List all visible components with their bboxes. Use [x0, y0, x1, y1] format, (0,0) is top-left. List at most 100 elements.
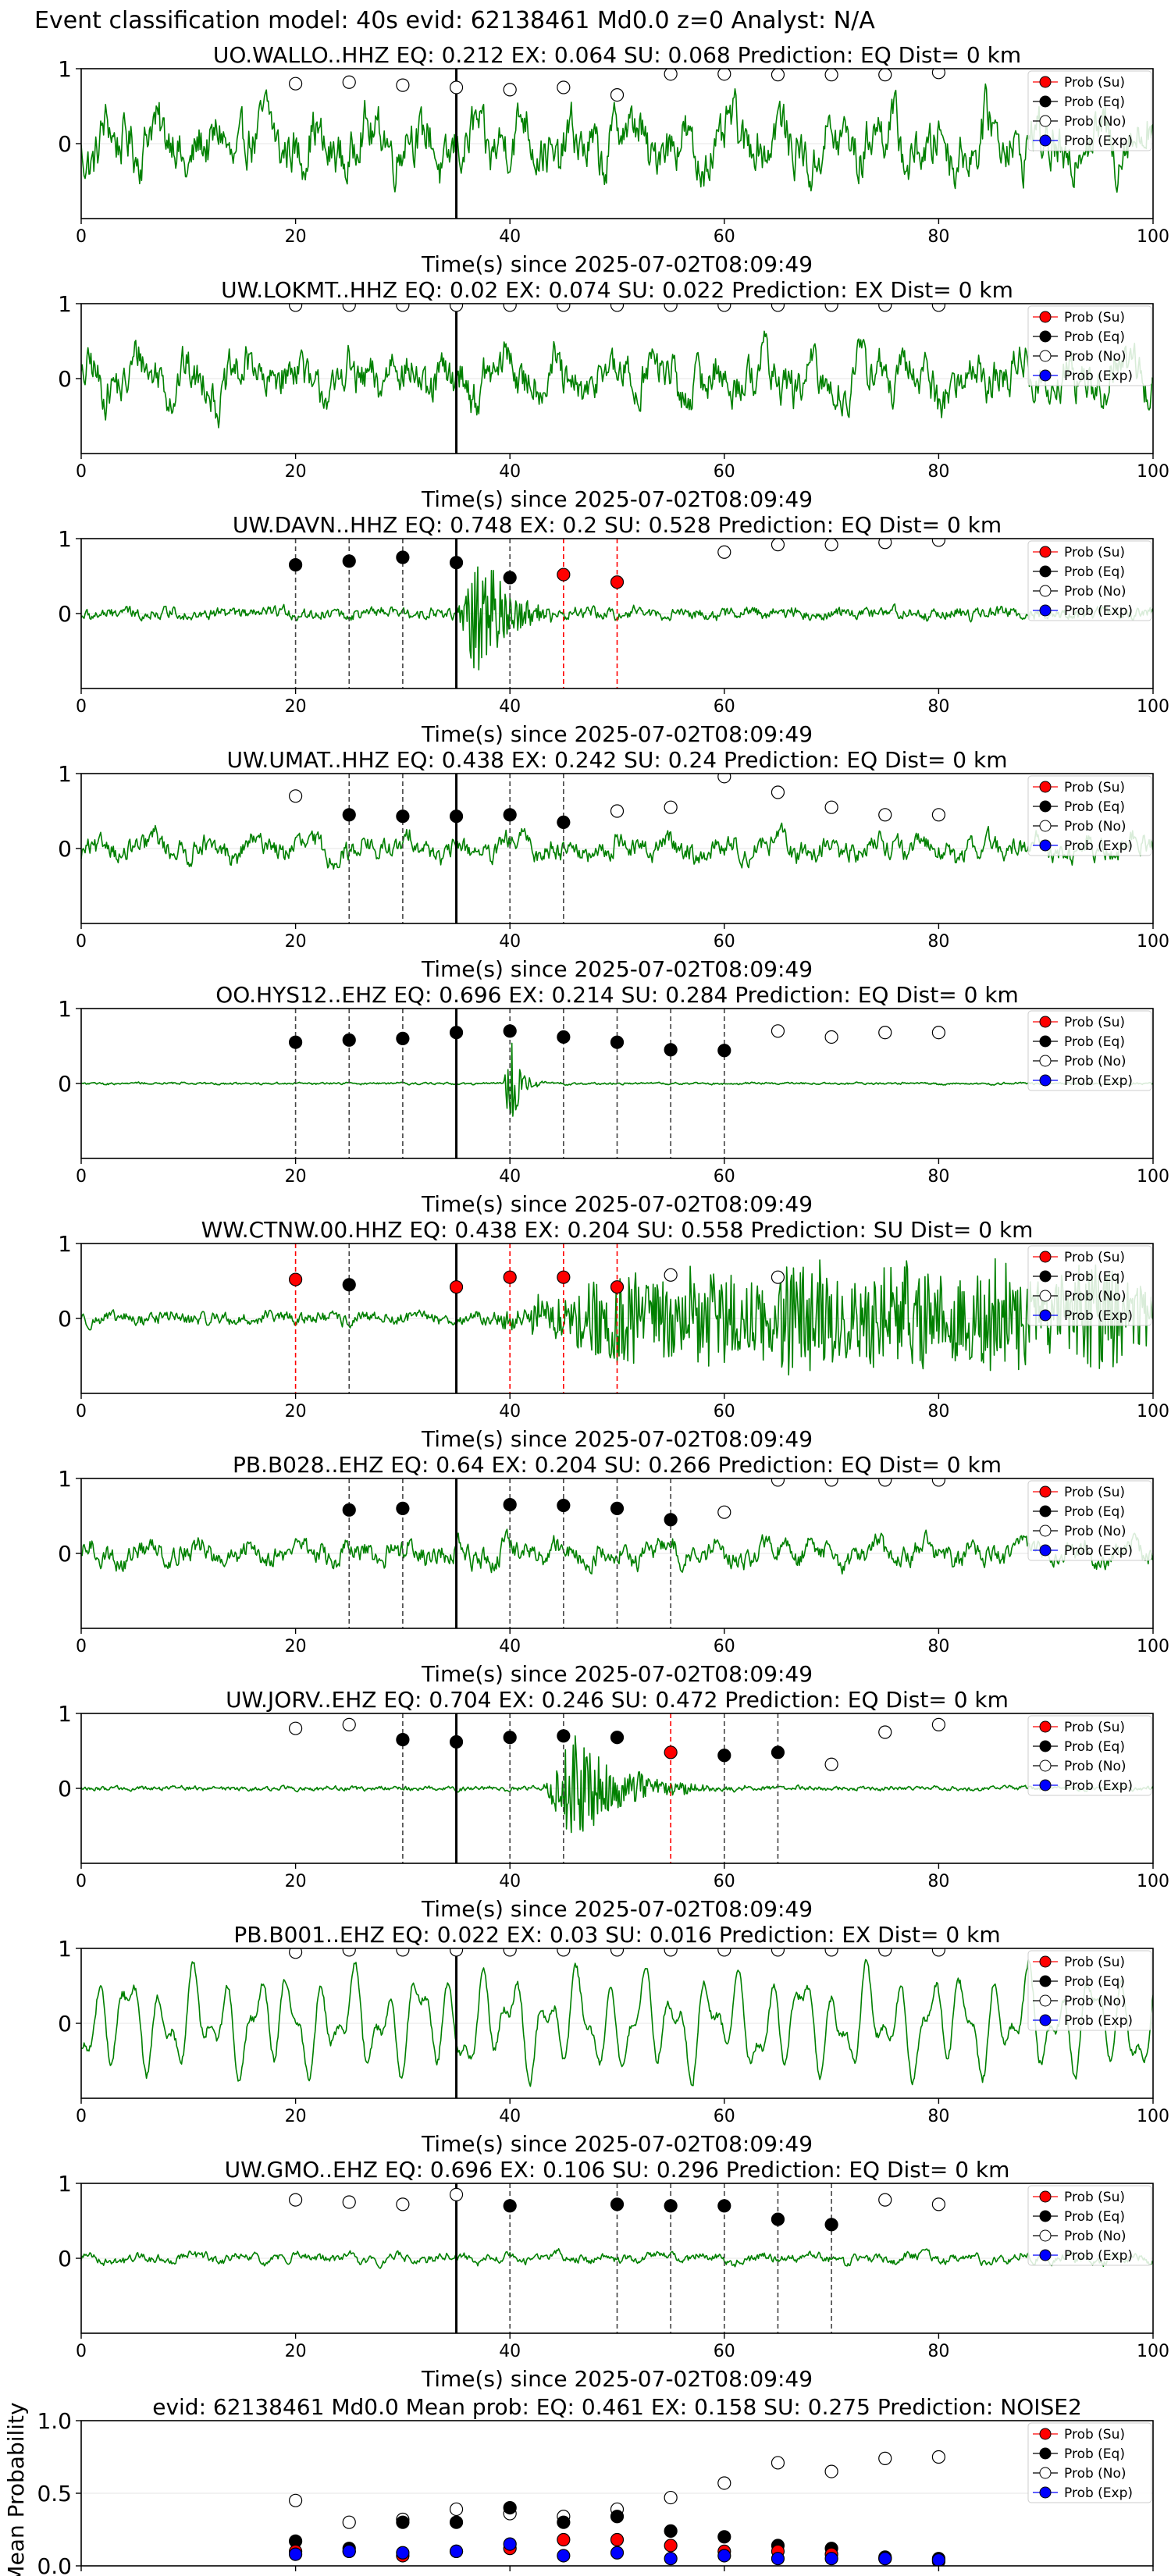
noise-prob-point [449, 80, 464, 94]
eq-prob-point [664, 1043, 678, 1057]
y-tick-label: 1 [58, 1231, 72, 1257]
y-tick-label: 1 [58, 56, 72, 82]
eq-prob-point [342, 554, 356, 568]
legend: Prob (Su) Prob (Eq) Prob (No) Prob (Exp) [1027, 1950, 1152, 2031]
x-axis-label: Time(s) since 2025-07-02T08:09:49 [421, 956, 813, 982]
noise-prob-point [342, 1717, 356, 1731]
legend-label: Prob (No) [1064, 1289, 1127, 1304]
eq-prob-point [610, 1501, 625, 1516]
legend: Prob (Su) Prob (Eq) Prob (No) Prob (Exp) [1027, 70, 1152, 151]
eq-prob-point [449, 556, 464, 570]
noise-prob-point [824, 1948, 838, 1957]
eq-mean-point [449, 2515, 464, 2529]
noise-prob-point [717, 1505, 731, 1519]
legend-swatch-marker [1039, 95, 1052, 108]
x-tick-label: 40 [499, 1402, 521, 1421]
x-tick-label: 100 [1137, 1167, 1169, 1187]
x-tick-label: 20 [285, 1167, 307, 1187]
station-panel: WW.CTNW.00.HHZ EQ: 0.438 EX: 0.204 SU: 0… [58, 1217, 1169, 1452]
x-tick-label: 100 [1137, 1637, 1169, 1656]
x-tick-label: 80 [927, 1872, 949, 1891]
eq-prob-point [396, 1733, 410, 1747]
x-tick-label: 0 [76, 697, 87, 717]
eq-prob-point [396, 1031, 410, 1046]
legend-label: Prob (Su) [1064, 1015, 1125, 1030]
panel-title: PB.B001..EHZ EQ: 0.022 EX: 0.03 SU: 0.01… [233, 1922, 1000, 1948]
legend-label: Prob (Eq) [1064, 1034, 1125, 1050]
noise-prob-point [396, 2197, 410, 2211]
legend-swatch-marker [1039, 546, 1052, 558]
noise-prob-point [824, 69, 838, 82]
legend-label: Prob (Eq) [1064, 1504, 1125, 1520]
legend: Prob (Su) Prob (Eq) Prob (No) Prob (Exp) [1027, 305, 1152, 386]
legend-box [1027, 70, 1152, 151]
noise-mean-point [342, 2515, 356, 2529]
x-axis-label: Time(s) since 2025-07-02T08:09:49 [421, 721, 813, 747]
legend-label: Prob (Su) [1064, 1720, 1125, 1735]
legend-box [1027, 1715, 1152, 1796]
plot-area [81, 539, 1153, 688]
su-prob-point [557, 1270, 571, 1284]
legend-label: Prob (Eq) [1064, 1739, 1125, 1755]
eq-prob-point [342, 1033, 356, 1047]
noise-prob-point [289, 76, 303, 91]
noise-prob-point [771, 304, 785, 312]
x-tick-label: 40 [499, 697, 521, 717]
x-axis-label: Time(s) since 2025-07-02T08:09:49 [421, 1661, 813, 1687]
eq-mean-point [610, 2510, 625, 2524]
eq-prob-point [396, 550, 410, 564]
legend-swatch-marker [1039, 2249, 1052, 2261]
legend-label: Prob (Exp) [1064, 2013, 1133, 2029]
legend-swatch-marker [1039, 1251, 1052, 1263]
legend-swatch-marker [1039, 76, 1052, 88]
x-tick-label: 80 [927, 462, 949, 482]
su-prob-point [610, 1280, 625, 1294]
legend-label: Prob (No) [1064, 1994, 1127, 2009]
noise-mean-point [878, 2451, 892, 2465]
legend-swatch-marker [1039, 1074, 1052, 1087]
eq-prob-point [717, 1044, 731, 1058]
legend-swatch-marker [1039, 1309, 1052, 1322]
eq-mean-point [557, 2515, 571, 2529]
legend: Prob (Su) Prob (Eq) Prob (No) Prob (Exp) [1027, 2185, 1152, 2266]
eq-mean-point [664, 2524, 678, 2538]
eq-prob-point [396, 809, 410, 824]
eq-prob-point [449, 1026, 464, 1040]
x-tick-label: 20 [285, 1872, 307, 1891]
noise-prob-point [664, 304, 678, 312]
x-tick-label: 0 [76, 2342, 87, 2361]
noise-prob-point [610, 87, 625, 102]
x-tick-label: 20 [285, 2342, 307, 2361]
legend-swatch-marker [1039, 565, 1052, 578]
panel-title: OO.HYS12..EHZ EQ: 0.696 EX: 0.214 SU: 0.… [215, 982, 1019, 1008]
legend-label: Prob (Su) [1064, 1485, 1125, 1500]
legend-label: Prob (No) [1064, 1524, 1127, 1539]
eq-prob-point [289, 557, 303, 572]
x-tick-label: 80 [927, 1167, 949, 1187]
x-tick-label: 80 [927, 2574, 949, 2576]
noise-prob-point [289, 1948, 303, 1959]
x-tick-label: 40 [499, 227, 521, 247]
noise-prob-point [610, 304, 625, 312]
legend-label: Prob (Su) [1064, 780, 1125, 795]
legend-label: Prob (No) [1064, 819, 1127, 834]
legend-box [1027, 775, 1152, 856]
noise-prob-point [342, 1948, 356, 1957]
x-tick-label: 80 [927, 2342, 949, 2361]
eq-prob-point [342, 1278, 356, 1292]
noise-mean-point [289, 2493, 303, 2507]
legend: Prob (Su) Prob (Eq) Prob (No) Prob (Exp) [1027, 1715, 1152, 1796]
x-tick-label: 60 [714, 1402, 735, 1421]
legend-swatch-marker [1039, 1505, 1052, 1517]
waveform-trace [81, 330, 1153, 429]
noise-prob-point [557, 1948, 571, 1957]
noise-prob-point [557, 304, 571, 312]
legend-label: Prob (Exp) [1064, 838, 1133, 854]
noise-prob-point [289, 1721, 303, 1735]
legend-box [1027, 305, 1152, 386]
noise-prob-point [878, 304, 892, 312]
noise-prob-point [717, 774, 731, 784]
exp-mean-point [878, 2552, 892, 2566]
x-tick-label: 60 [714, 1167, 735, 1187]
y-tick-label: 0 [58, 366, 72, 392]
